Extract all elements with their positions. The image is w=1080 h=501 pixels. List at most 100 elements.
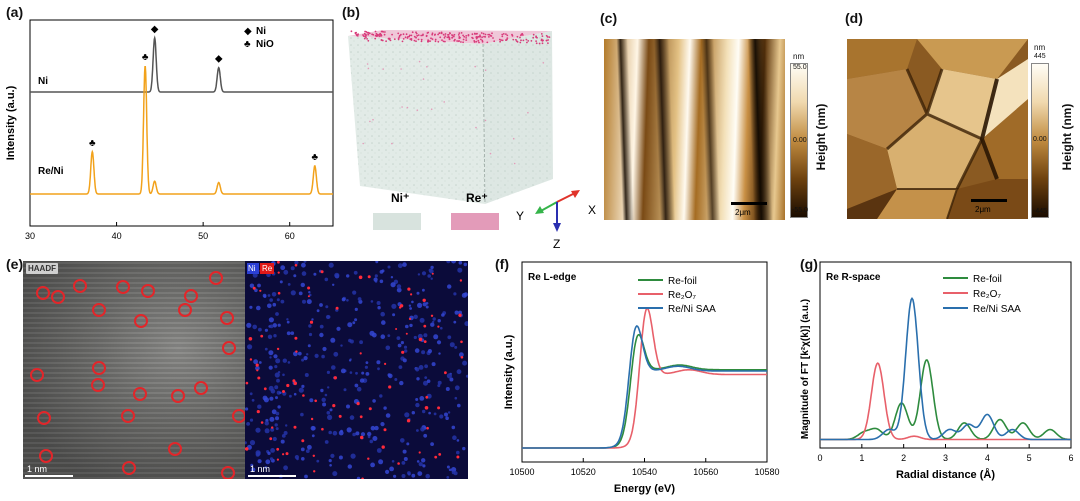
ni-signal-dot <box>264 347 268 351</box>
ni-signal-dot <box>275 427 279 431</box>
re-atom-dot <box>381 39 384 42</box>
afm-c-scale-min: -55.0 <box>792 207 808 214</box>
ni-signal-dot <box>280 439 285 444</box>
ni-signal-dot <box>340 344 343 347</box>
re-atom-dot <box>484 33 487 36</box>
re-atom-dot <box>389 39 392 42</box>
re-atom-dot <box>420 38 423 41</box>
ni-signal-dot <box>352 321 356 325</box>
ni-signal-dot <box>249 392 253 396</box>
ni-signal-dot <box>418 462 423 467</box>
ni-signal-dot <box>269 356 272 359</box>
re-atom-circle <box>134 314 148 328</box>
ni-signal-dot <box>354 307 358 311</box>
re-signal-dot <box>437 406 441 410</box>
x-axis-label: Radial distance (Å) <box>896 468 995 481</box>
ni-signal-dot <box>347 464 352 469</box>
ni-signal-dot <box>269 298 273 302</box>
ni-signal-dot <box>256 305 261 311</box>
ni-signal-dot <box>276 298 280 302</box>
ni-signal-dot <box>320 388 324 393</box>
x-tick-label: 5 <box>1027 453 1032 463</box>
ni-signal-dot <box>274 385 279 390</box>
ni-signal-dot <box>429 268 434 274</box>
ni-signal-dot <box>389 466 394 472</box>
ni-signal-dot <box>414 348 420 353</box>
re-atom-dot <box>433 34 436 36</box>
re-signal-dot <box>383 428 387 432</box>
y-axis-label: Intensity (a.u.) <box>5 85 17 160</box>
ni-signal-dot <box>252 324 257 330</box>
ni-signal-dot <box>402 449 407 454</box>
re-signal-dot <box>423 340 427 343</box>
re-atom-dot <box>462 41 464 44</box>
re-atom-dot <box>363 32 366 35</box>
re-atom-dot <box>458 32 461 34</box>
ni-signal-dot <box>324 393 328 397</box>
atom-probe-cube: Ni⁺ Re⁺ X Y Z <box>348 30 596 250</box>
ni-signal-dot <box>304 474 308 479</box>
re-signal-dot <box>425 395 429 399</box>
re-atom-dot <box>471 33 474 36</box>
re-atom-dot <box>410 38 413 40</box>
ni-signal-dot <box>425 305 429 309</box>
haadf-scalebar-label: 1 nm <box>27 464 47 474</box>
re-atom-dot <box>362 142 364 145</box>
ni-signal-dot <box>454 385 460 391</box>
re-signal-dot <box>418 337 423 342</box>
ni-signal-dot <box>392 313 396 317</box>
ni-signal-dot <box>353 270 358 275</box>
re-atom-dot <box>415 32 418 35</box>
re-signal-dot <box>405 332 408 335</box>
ni-signal-dot <box>400 438 405 443</box>
ni-signal-dot <box>283 431 288 435</box>
ni-signal-dot <box>449 342 455 348</box>
annotation-re-r-space: Re R-space <box>826 272 881 283</box>
re-atom-dot <box>475 37 478 40</box>
ni-signal-dot <box>417 333 423 339</box>
re-atom-dot <box>444 35 447 37</box>
ni-signal-dot <box>424 364 428 369</box>
re-atom-dot <box>459 36 461 39</box>
re-signal-dot <box>361 477 364 479</box>
haadf-tag: HAADF <box>28 264 56 273</box>
afm-d-scale-mid: 0.00 <box>1033 136 1047 143</box>
re-signal-dot <box>458 313 462 317</box>
ni-signal-dot <box>286 331 291 336</box>
ni-signal-dot <box>424 376 428 379</box>
re-atom-circle <box>92 303 106 317</box>
ni-signal-dot <box>250 463 254 467</box>
ni-signal-dot <box>279 280 283 284</box>
ni-signal-dot <box>393 474 397 478</box>
ni-signal-dot <box>462 446 466 451</box>
ni-signal-dot <box>301 262 306 268</box>
re-signal-dot <box>459 279 463 282</box>
ni-signal-dot <box>305 449 310 453</box>
re-signal-dot <box>314 399 317 403</box>
re-atom-dot <box>378 35 381 38</box>
re-atom-dot <box>391 33 393 36</box>
re-signal-dot <box>407 287 411 291</box>
x-tick-label: 60 <box>285 231 295 241</box>
ni-signal-dot <box>346 404 350 409</box>
axis-y-label: Y <box>516 209 524 223</box>
re-signal-dot <box>333 376 337 380</box>
re-signal-dot <box>381 445 385 449</box>
re-atom-dot <box>520 39 522 42</box>
ni-signal-dot <box>441 313 445 317</box>
ni-signal-dot <box>370 462 375 468</box>
re-atom-dot <box>512 137 515 140</box>
re-atom-dot <box>484 69 487 71</box>
ni-signal-dot <box>401 474 406 478</box>
re-atom-dot <box>454 38 456 41</box>
re-atom-dot <box>477 39 480 42</box>
ni-signal-dot <box>437 384 441 388</box>
xrd-series-ni <box>30 35 333 93</box>
re-atom-dot <box>354 32 357 34</box>
ni-signal-dot <box>400 341 404 345</box>
re-signal-dot <box>260 334 264 338</box>
afm-d-scale-min: -445 <box>1033 208 1048 215</box>
re-atom-dot <box>413 35 416 38</box>
x-tick-label: 10540 <box>632 467 657 477</box>
re-atom-dot <box>366 31 369 34</box>
